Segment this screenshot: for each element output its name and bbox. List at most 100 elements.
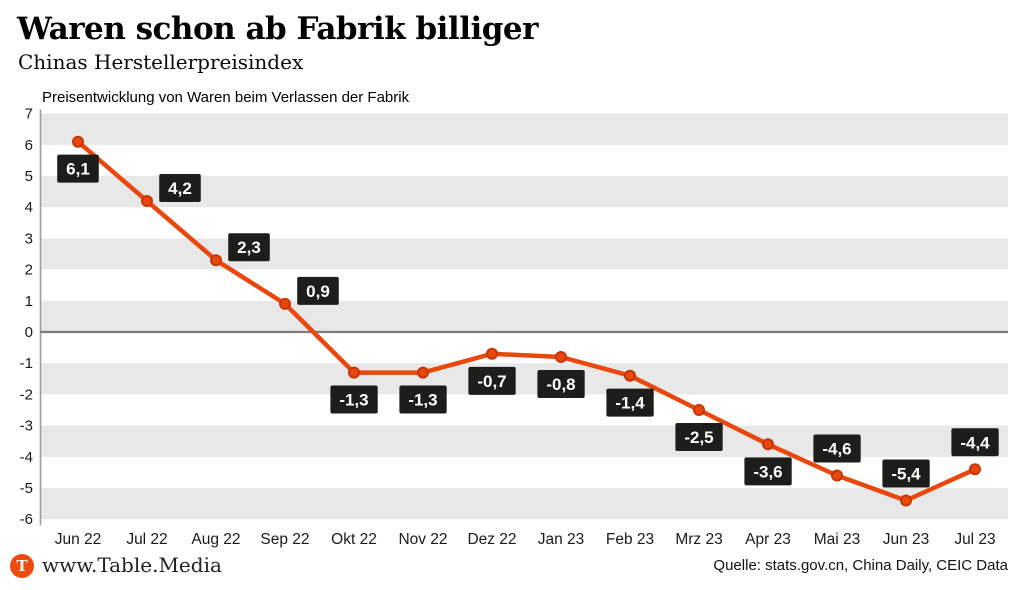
label-text: 6,1 xyxy=(66,160,90,179)
data-point-marker xyxy=(762,438,774,451)
data-point-label: -0,7 xyxy=(468,366,516,395)
data-point-marker xyxy=(210,254,222,267)
data-point-label: 0,9 xyxy=(297,276,339,305)
grid-band xyxy=(40,238,1008,270)
label-box xyxy=(399,385,447,414)
label-box xyxy=(228,233,270,262)
label-text: 2,3 xyxy=(237,238,261,257)
page-subtitle: Chinas Herstellerpreisindex xyxy=(18,50,304,74)
x-axis-tick-label: Jun 22 xyxy=(55,531,102,548)
data-point-markers xyxy=(72,135,981,507)
data-point-marker xyxy=(486,347,498,360)
grid-bands xyxy=(40,113,1008,520)
table-media-logo-icon: T xyxy=(10,554,34,578)
data-point-marker xyxy=(969,463,981,476)
data-point-marker xyxy=(72,135,84,148)
y-axis-tick-label: -4 xyxy=(20,449,33,466)
data-point-label: -4,6 xyxy=(813,434,861,463)
label-text: 0,9 xyxy=(306,282,330,301)
y-axis-tick-label: 6 xyxy=(25,137,33,154)
y-axis-tick-label: -5 xyxy=(20,480,33,497)
data-point-label: 2,3 xyxy=(228,233,270,262)
grid-band xyxy=(40,300,1008,332)
y-axis-tick-label: 1 xyxy=(25,293,33,310)
grid-band xyxy=(40,113,1008,145)
source-credit: Quelle: stats.gov.cn, China Daily, CEIC … xyxy=(713,557,1008,574)
y-axis-tick-label: 5 xyxy=(25,168,33,185)
label-box xyxy=(606,388,654,417)
data-point-labels: 6,1 4,2 2,3 0,9 -1,3 -1,3 -0,7 -0,8 -1,4 -2,5 -3,6… xyxy=(57,154,999,488)
data-point-label: -0,8 xyxy=(537,369,585,398)
data-point-marker xyxy=(555,351,567,363)
grid-band xyxy=(40,363,1008,395)
data-point-label: 4,2 xyxy=(159,173,201,202)
x-axis-tick-label: Jul 23 xyxy=(954,531,995,548)
y-axis-tick-label: -2 xyxy=(20,386,33,403)
label-text: -5,4 xyxy=(891,464,921,483)
footer-site-url: www.Table.Media xyxy=(42,553,222,577)
page-title: Waren schon ab Fabrik billiger xyxy=(17,11,539,47)
data-point-marker xyxy=(624,369,636,382)
label-text: -4,6 xyxy=(822,440,851,459)
chart-caption: Preisentwicklung von Waren beim Verlasse… xyxy=(42,89,410,106)
data-point-marker xyxy=(831,469,843,482)
logo-letter: T xyxy=(16,556,28,575)
x-axis-tick-label: Jul 22 xyxy=(126,531,167,548)
x-axis-tick-labels: Jun 22 Jul 22 Aug 22 Sep 22 Okt 22 Nov 22 Dez … xyxy=(55,531,996,548)
data-point-marker xyxy=(279,297,291,310)
x-axis-tick-label: Nov 22 xyxy=(398,531,447,548)
label-box xyxy=(675,423,723,451)
data-point-label: -5,4 xyxy=(882,459,930,488)
label-text: -1,3 xyxy=(408,391,437,410)
x-axis-tick-label: Sep 22 xyxy=(260,531,309,548)
label-box xyxy=(951,428,999,457)
x-axis-tick-label: Jan 23 xyxy=(538,531,585,548)
data-point-label: 6,1 xyxy=(57,154,99,183)
price-line xyxy=(75,139,978,503)
x-axis-tick-label: Feb 23 xyxy=(606,531,654,548)
label-text: -1,3 xyxy=(339,391,368,410)
x-axis-tick-label: Aug 22 xyxy=(191,531,240,548)
y-axis-tick-label: 3 xyxy=(25,230,33,247)
label-box xyxy=(159,173,201,202)
x-axis-tick-label: Mai 23 xyxy=(814,531,861,548)
y-axis-tick-label: 7 xyxy=(25,106,33,123)
label-text: -4,4 xyxy=(960,433,990,452)
data-point-marker xyxy=(900,494,912,507)
label-text: -2,5 xyxy=(684,428,713,447)
data-point-marker xyxy=(417,366,429,379)
data-point-marker xyxy=(348,366,360,379)
data-point-label: -1,3 xyxy=(399,385,447,414)
y-axis-tick-label: 2 xyxy=(25,262,33,279)
y-axis-tick-label: 0 xyxy=(25,324,33,341)
grid-band xyxy=(40,425,1008,457)
data-point-label: -4,4 xyxy=(951,428,999,457)
label-box xyxy=(882,459,930,488)
grid-band xyxy=(40,176,1008,208)
y-axis-tick-labels: 7 6 5 4 3 2 1 0 -1 -2 -3 -4 -5 -6 xyxy=(20,106,33,529)
y-axis-tick-label: -1 xyxy=(20,355,33,372)
label-text: -3,6 xyxy=(753,462,782,481)
y-axis-tick-label: -3 xyxy=(20,418,33,435)
data-point-label: -2,5 xyxy=(675,423,723,451)
label-box xyxy=(297,276,339,305)
label-box xyxy=(744,457,792,486)
x-axis-tick-label: Dez 22 xyxy=(467,531,516,548)
label-box xyxy=(330,385,378,414)
data-point-label: -1,4 xyxy=(606,388,654,417)
x-axis-tick-label: Mrz 23 xyxy=(675,531,722,548)
label-text: -0,8 xyxy=(546,375,575,394)
x-axis-tick-label: Jun 23 xyxy=(883,531,930,548)
x-axis-tick-label: Apr 23 xyxy=(745,531,791,548)
data-point-label: -1,3 xyxy=(330,385,378,414)
label-text: 4,2 xyxy=(168,179,192,198)
grid-band xyxy=(40,488,1008,520)
label-box xyxy=(813,434,861,463)
label-text: -0,7 xyxy=(477,372,506,391)
data-point-label: -3,6 xyxy=(744,457,792,486)
x-axis-tick-label: Okt 22 xyxy=(331,531,377,548)
label-text: -1,4 xyxy=(615,394,645,413)
label-box xyxy=(537,369,585,398)
